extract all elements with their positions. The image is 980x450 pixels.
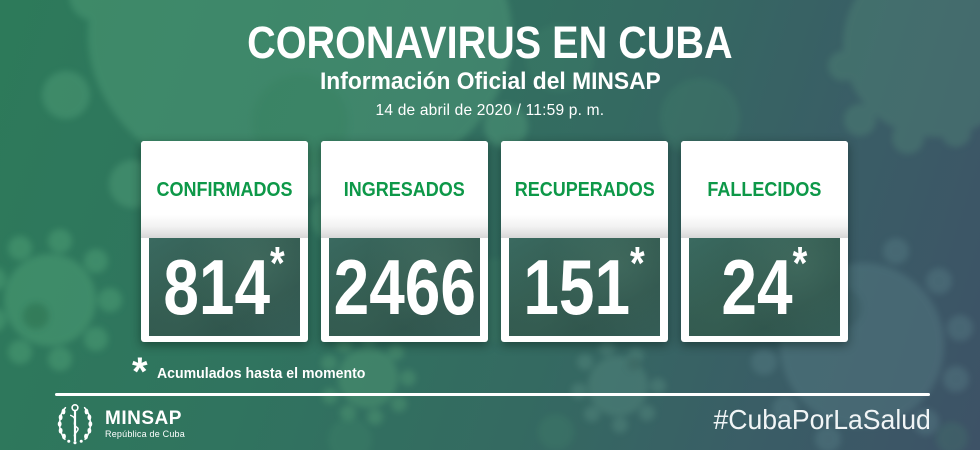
- page-title: CORONAVIRUS EN CUBA: [247, 17, 733, 68]
- stat-label: FALLECIDOS: [707, 178, 822, 201]
- stat-number: 151 *: [523, 236, 646, 331]
- minsap-emblem-icon: [57, 404, 93, 445]
- stat-value: 24: [721, 243, 793, 331]
- stat-value-panel: 151 *: [509, 238, 660, 336]
- stat-value: 2466: [333, 243, 476, 331]
- stat-card-recuperados: RECUPERADOS 151 *: [501, 141, 668, 342]
- stat-card-ingresados: INGRESADOS 2466: [321, 141, 488, 342]
- virus-spot: [23, 303, 49, 329]
- page-subtitle: Información Oficial del MINSAP: [319, 68, 661, 95]
- virus-icon: [571, 340, 666, 433]
- hashtag-container: #CubaPorLaSalud: [702, 406, 931, 434]
- virus-spot: [627, 357, 641, 371]
- footnote-text: Acumulados hasta el momento: [156, 365, 365, 382]
- stat-label-area: FALLECIDOS: [681, 141, 848, 238]
- stat-value-panel: 2466: [329, 238, 480, 336]
- stat-label-area: RECUPERADOS: [501, 141, 668, 238]
- minsap-subtitle: República de Cuba: [105, 428, 185, 439]
- stats-row: CONFIRMADOS 814 * INGRESADOS 2466: [141, 141, 848, 342]
- stat-asterisk: *: [270, 236, 286, 289]
- header: CORONAVIRUS EN CUBA Información Oficial …: [0, 0, 980, 120]
- stat-number: 2466: [333, 248, 475, 326]
- minsap-logo: MINSAP República de Cuba: [52, 401, 185, 447]
- stat-label: INGRESADOS: [343, 178, 466, 201]
- footnote: * Acumulados hasta el momento: [132, 350, 378, 394]
- stat-asterisk: *: [630, 236, 646, 289]
- virus-icon: [0, 229, 122, 371]
- stat-label: RECUPERADOS: [514, 178, 655, 201]
- stat-label-area: CONFIRMADOS: [141, 141, 308, 238]
- report-date: 14 de abril de 2020 / 11:59 p. m.: [375, 102, 605, 119]
- hashtag-text: #CubaPorLaSalud: [713, 404, 931, 435]
- stat-card-fallecidos: FALLECIDOS 24 *: [681, 141, 848, 342]
- stat-value: 151: [523, 243, 631, 331]
- stat-number: 24 *: [721, 236, 808, 331]
- stat-value: 814: [163, 243, 271, 331]
- stat-card-confirmados: CONFIRMADOS 814 *: [141, 141, 308, 342]
- stat-asterisk: *: [792, 236, 808, 289]
- stat-label-area: INGRESADOS: [321, 141, 488, 238]
- stat-value-panel: 24 *: [689, 238, 840, 336]
- minsap-name: MINSAP: [105, 407, 182, 429]
- stat-number: 814 *: [163, 236, 286, 331]
- minsap-logo-text: MINSAP República de Cuba: [105, 407, 185, 440]
- stat-value-panel: 814 *: [149, 238, 300, 336]
- footnote-asterisk: *: [132, 350, 148, 394]
- footer-separator-line: [55, 393, 930, 396]
- stat-label: CONFIRMADOS: [156, 178, 293, 201]
